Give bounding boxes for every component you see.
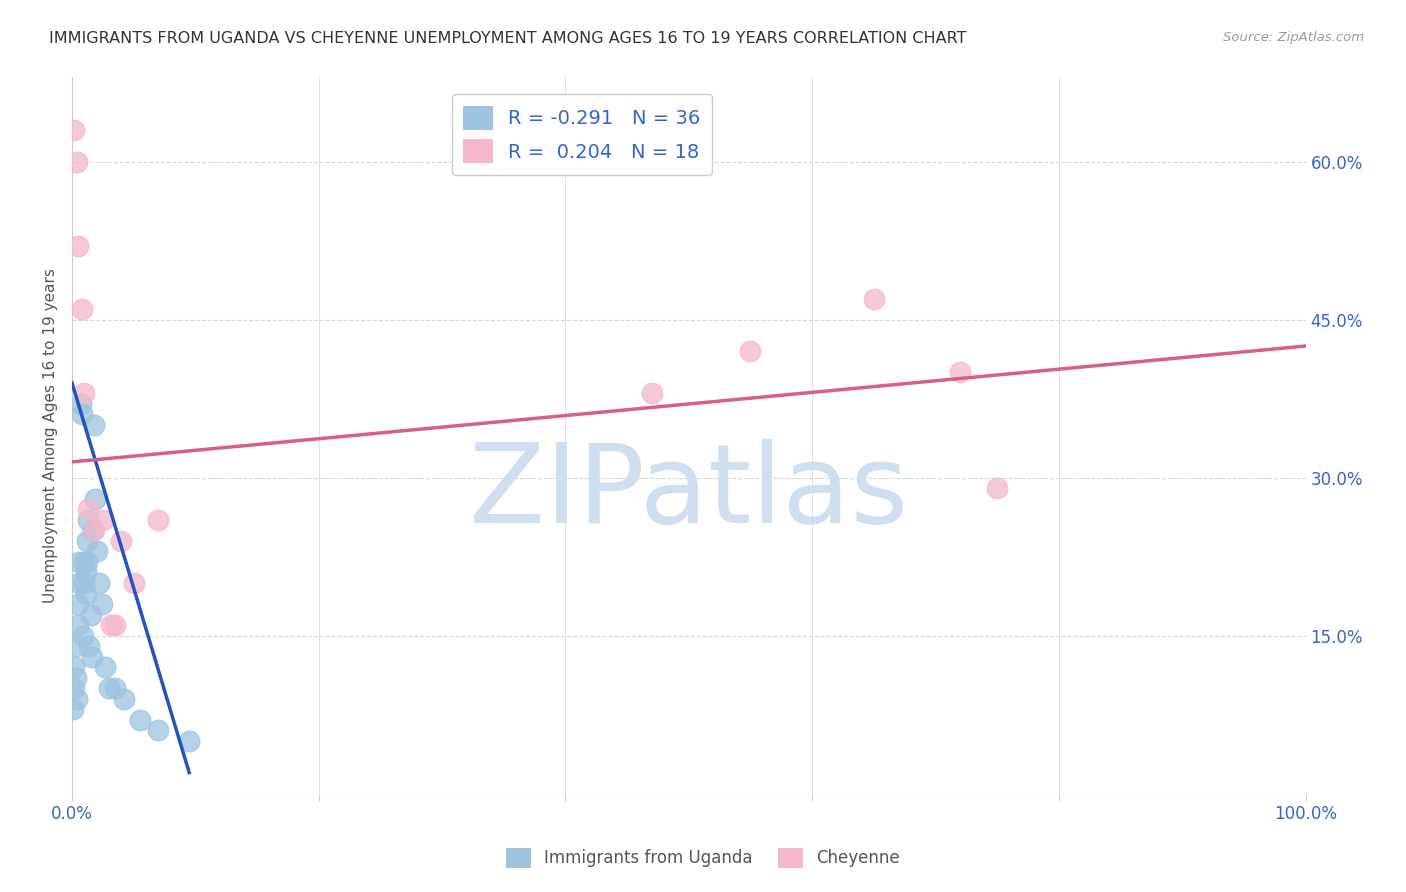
Point — [70, 302, 93, 317]
Point — [69, 397, 91, 411]
Point — [100, 618, 122, 632]
Point — [63, 660, 86, 674]
Legend: Immigrants from Uganda, Cheyenne: Immigrants from Uganda, Cheyenne — [499, 841, 907, 875]
Point — [67, 555, 90, 569]
Point — [77, 513, 100, 527]
Point — [949, 365, 972, 379]
Point — [63, 681, 86, 696]
Point — [72, 629, 94, 643]
Point — [73, 555, 96, 569]
Text: Source: ZipAtlas.com: Source: ZipAtlas.com — [1223, 31, 1364, 45]
Point — [122, 576, 145, 591]
Point — [83, 417, 105, 432]
Y-axis label: Unemployment Among Ages 16 to 19 years: Unemployment Among Ages 16 to 19 years — [44, 268, 58, 603]
Point — [75, 566, 97, 580]
Point — [76, 555, 98, 569]
Point — [86, 544, 108, 558]
Point — [83, 524, 105, 538]
Point — [94, 660, 117, 674]
Point — [75, 586, 97, 600]
Point — [91, 513, 114, 527]
Point — [986, 481, 1008, 495]
Point — [79, 607, 101, 622]
Point — [77, 639, 100, 653]
Point — [89, 576, 111, 591]
Point — [65, 639, 87, 653]
Point — [90, 597, 112, 611]
Point — [70, 408, 93, 422]
Point — [76, 533, 98, 548]
Point — [104, 681, 127, 696]
Point — [82, 524, 104, 538]
Point — [66, 154, 89, 169]
Point — [862, 292, 884, 306]
Point — [67, 618, 90, 632]
Point — [104, 618, 127, 632]
Point — [148, 513, 170, 527]
Point — [67, 597, 90, 611]
Point — [77, 502, 100, 516]
Point — [80, 649, 103, 664]
Point — [63, 123, 86, 137]
Text: IMMIGRANTS FROM UGANDA VS CHEYENNE UNEMPLOYMENT AMONG AGES 16 TO 19 YEARS CORREL: IMMIGRANTS FROM UGANDA VS CHEYENNE UNEMP… — [49, 31, 967, 46]
Point — [148, 723, 170, 738]
Point — [641, 386, 664, 401]
Point — [84, 491, 107, 506]
Point — [740, 344, 762, 359]
Text: ZIPatlas: ZIPatlas — [470, 440, 908, 547]
Point — [73, 576, 96, 591]
Point — [62, 702, 84, 716]
Point — [112, 691, 135, 706]
Point — [128, 713, 150, 727]
Point — [67, 576, 90, 591]
Point — [65, 671, 87, 685]
Point — [73, 386, 96, 401]
Point — [98, 681, 121, 696]
Point — [179, 734, 201, 748]
Point — [66, 691, 89, 706]
Point — [110, 533, 132, 548]
Legend: R = -0.291   N = 36, R =  0.204   N = 18: R = -0.291 N = 36, R = 0.204 N = 18 — [451, 95, 711, 175]
Point — [67, 239, 90, 253]
